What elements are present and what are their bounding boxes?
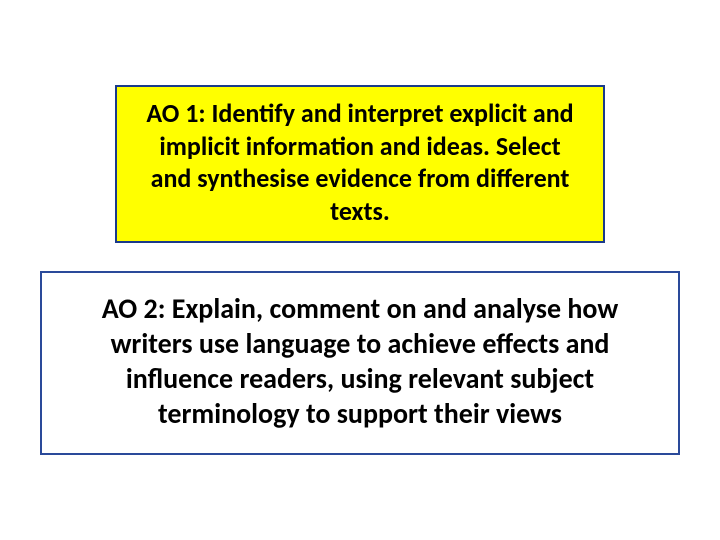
- ao1-objective-box: AO 1: Identify and interpret explicit an…: [115, 85, 605, 243]
- ao2-objective-box: AO 2: Explain, comment on and analyse ho…: [40, 271, 680, 455]
